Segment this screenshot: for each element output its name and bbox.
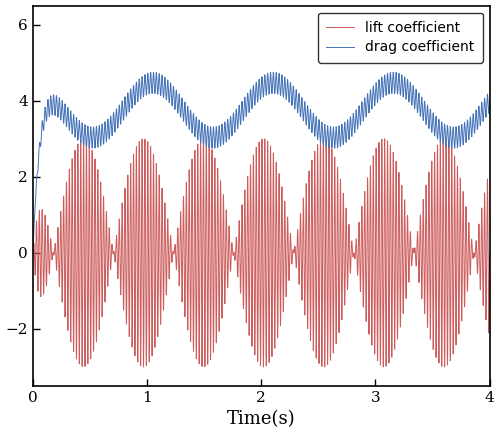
drag coefficient	[98, 143, 103, 148]
drag coefficient	[54, 99, 60, 104]
lift coefficient	[264, 292, 270, 297]
lift coefficient	[270, 152, 276, 157]
drag coefficient	[308, 107, 314, 112]
lift coefficient	[148, 190, 154, 195]
Legend: lift coefficient, drag coefficient: lift coefficient, drag coefficient	[318, 13, 482, 63]
Line: drag coefficient: drag coefficient	[33, 72, 490, 253]
lift coefficient	[486, 250, 492, 256]
drag coefficient	[264, 87, 270, 92]
drag coefficient	[148, 73, 154, 79]
drag coefficient	[270, 70, 276, 76]
Line: lift coefficient: lift coefficient	[33, 139, 490, 367]
lift coefficient	[308, 331, 314, 336]
drag coefficient	[390, 69, 396, 75]
X-axis label: Time(s): Time(s)	[227, 411, 296, 428]
drag coefficient	[486, 99, 492, 104]
drag coefficient	[30, 250, 36, 256]
lift coefficient	[30, 250, 36, 256]
lift coefficient	[140, 365, 146, 370]
lift coefficient	[200, 136, 206, 141]
lift coefficient	[98, 180, 103, 185]
lift coefficient	[54, 260, 60, 266]
